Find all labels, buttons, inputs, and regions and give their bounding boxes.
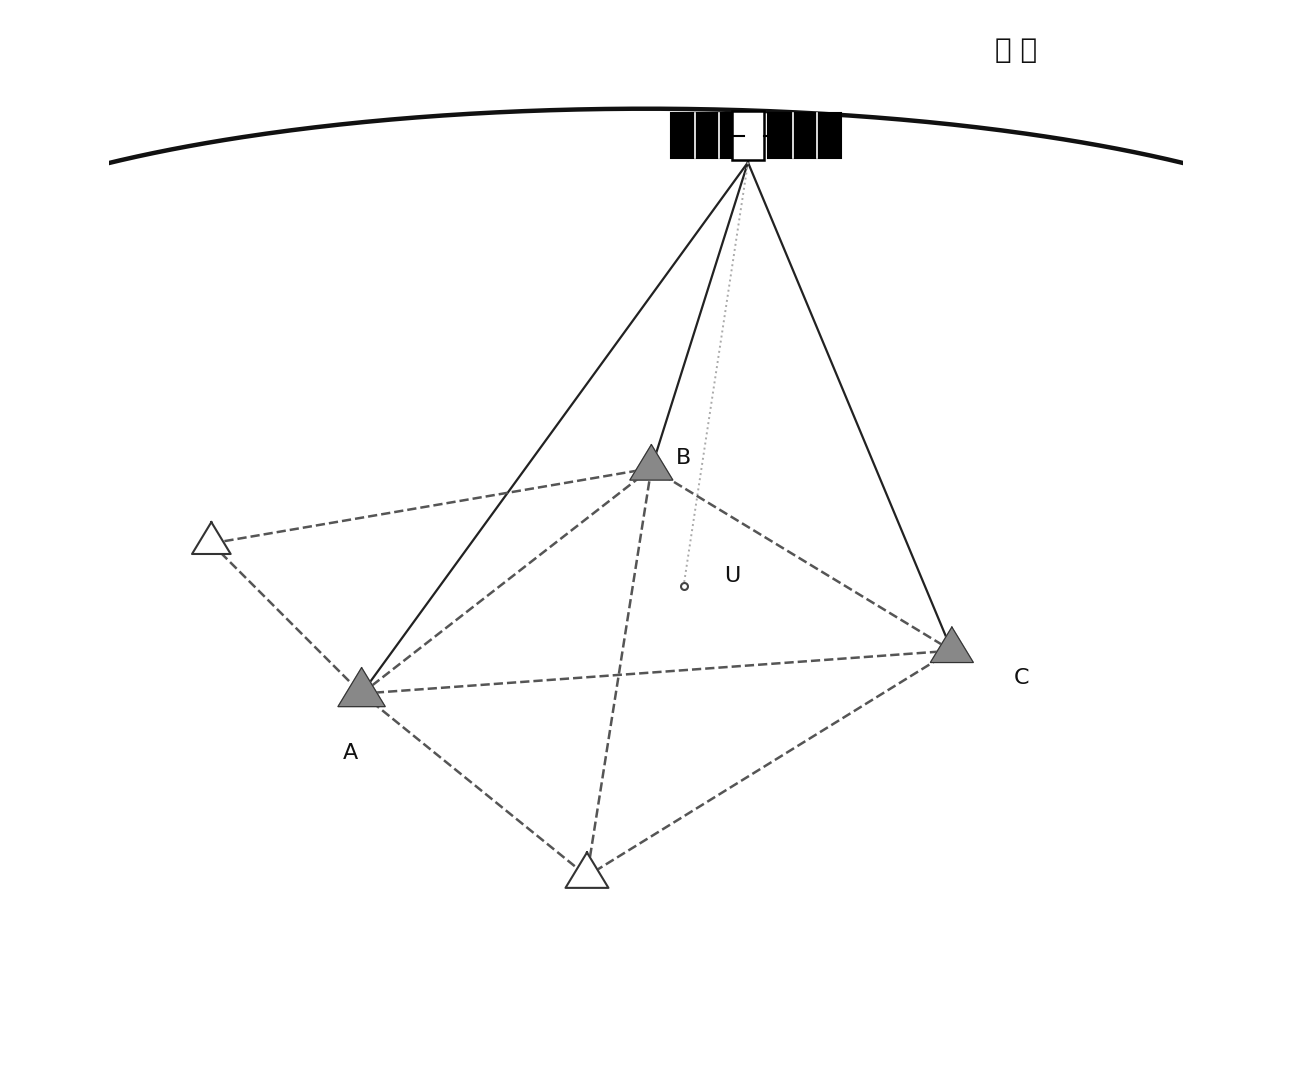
Text: 卧 星: 卧 星 (995, 36, 1037, 63)
Text: U: U (724, 566, 740, 585)
Text: A: A (344, 742, 358, 763)
Bar (731, 111, 764, 160)
Bar (769, 113, 841, 158)
Text: B: B (676, 448, 691, 467)
Polygon shape (193, 522, 231, 554)
Polygon shape (339, 667, 385, 707)
Text: C: C (1014, 667, 1030, 688)
Polygon shape (930, 627, 973, 663)
Polygon shape (630, 444, 673, 480)
Bar (671, 113, 744, 158)
Polygon shape (566, 852, 609, 888)
